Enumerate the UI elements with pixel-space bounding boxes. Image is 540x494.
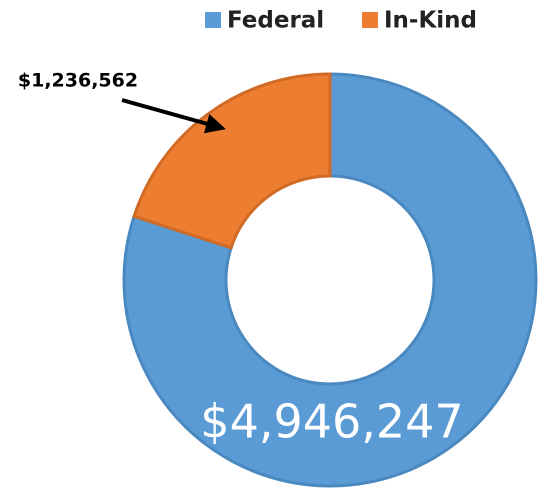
legend-label: Federal xyxy=(227,8,324,34)
legend: Federal In-Kind xyxy=(205,8,477,34)
legend-swatch xyxy=(205,12,221,28)
slice xyxy=(132,72,332,250)
value-label: $4,946,247 xyxy=(200,395,463,449)
slice xyxy=(122,72,538,488)
legend-label: In-Kind xyxy=(384,8,477,34)
legend-swatch xyxy=(362,12,378,28)
annotation-arrow xyxy=(121,98,226,134)
slices xyxy=(122,72,538,488)
value-label: $1,236,562 xyxy=(18,70,138,92)
